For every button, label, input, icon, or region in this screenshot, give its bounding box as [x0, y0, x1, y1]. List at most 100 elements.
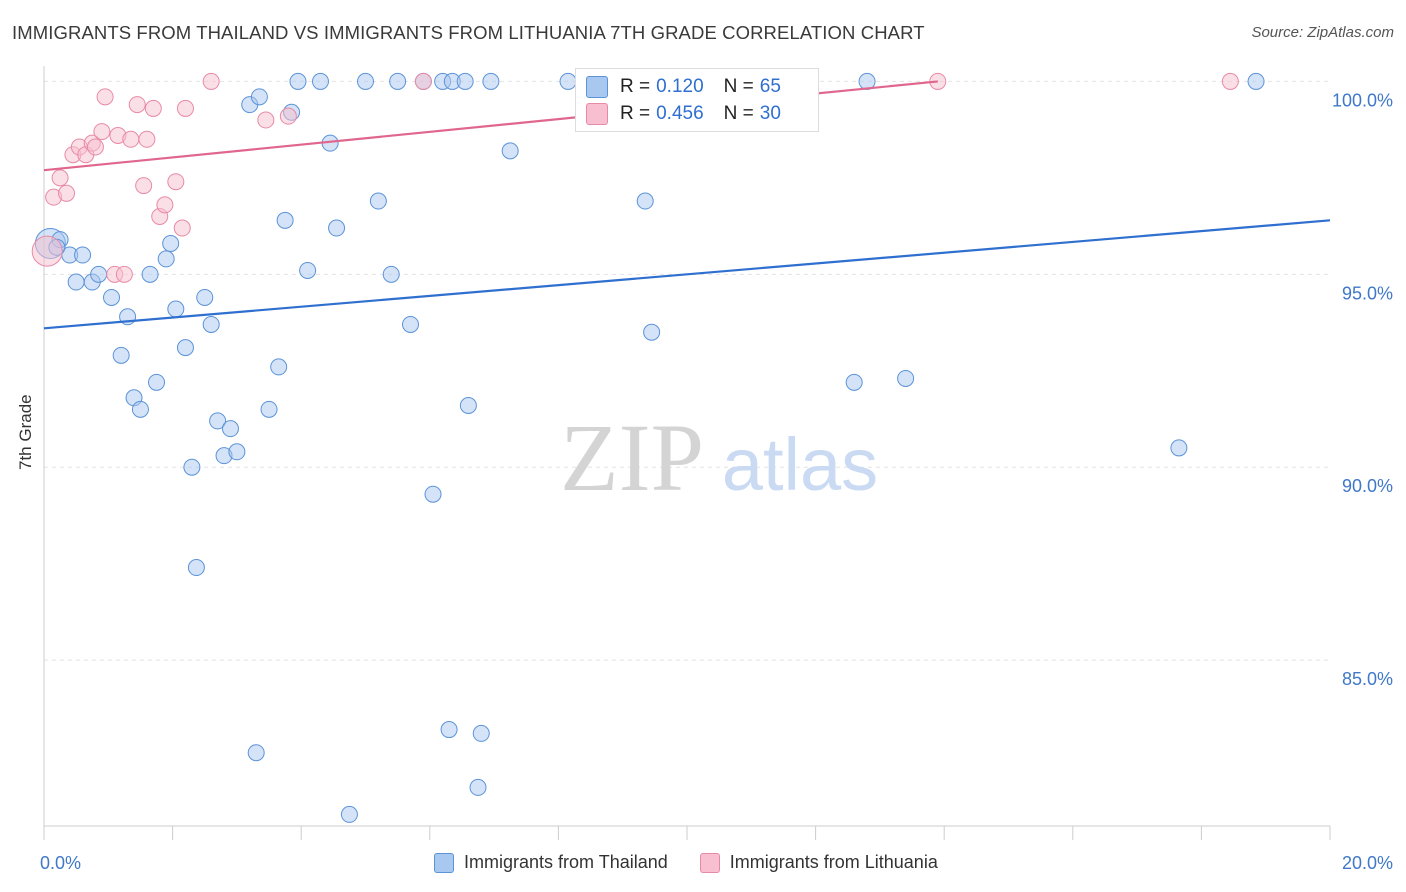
- x-tick-label: 0.0%: [40, 853, 81, 873]
- thailand-point: [1247, 72, 1265, 90]
- lithuania-point: [51, 169, 69, 187]
- thailand-point: [67, 273, 85, 291]
- axes: [43, 66, 1331, 840]
- thailand-point: [131, 400, 149, 418]
- grid-lines: [44, 80, 1330, 661]
- y-tick-label: 90.0%: [1342, 476, 1393, 496]
- lithuania-legend-swatch: [699, 852, 720, 873]
- tick-labels: 85.0% 90.0% 95.0% 100.0% 0.0% 20.0%: [40, 90, 1393, 873]
- n-value: 65: [759, 76, 781, 97]
- thailand-point: [247, 744, 265, 762]
- thailand-point: [167, 300, 185, 318]
- lithuania-point: [144, 99, 162, 117]
- stats-box: R = 0.120 N = 65 R = 0.456 N = 30: [575, 68, 819, 132]
- lithuania-swatch: [586, 103, 608, 125]
- thailand-point: [141, 265, 159, 283]
- lithuania-point: [167, 173, 185, 191]
- lithuania-point: [86, 138, 104, 156]
- thailand-point: [311, 72, 329, 90]
- lithuania-point: [1221, 72, 1239, 90]
- thailand-point: [389, 72, 407, 90]
- lithuania-point: [115, 265, 133, 283]
- thailand-point: [270, 358, 288, 376]
- n-label: N =: [723, 76, 754, 97]
- y-tick-label: 95.0%: [1342, 283, 1393, 303]
- thailand-point: [157, 250, 175, 268]
- y-tick-label: 85.0%: [1342, 669, 1393, 689]
- legend-item-thailand: Immigrants from Thailand: [434, 852, 668, 873]
- lithuania-point: [31, 235, 63, 267]
- lithuania-point: [128, 96, 146, 114]
- thailand-point: [276, 211, 294, 229]
- thailand-point: [209, 412, 227, 430]
- thailand-point: [183, 458, 201, 476]
- thailand-point: [897, 369, 915, 387]
- thailand-point: [340, 805, 358, 823]
- n-label: N =: [723, 103, 754, 124]
- y-tick-label: 100.0%: [1332, 90, 1393, 110]
- lithuania-point: [122, 130, 140, 148]
- thailand-point: [228, 443, 246, 461]
- watermark-atlas: atlas: [722, 423, 878, 506]
- thailand-point: [250, 88, 268, 106]
- lithuania-point: [93, 123, 111, 141]
- r-label: R =: [620, 103, 651, 124]
- thailand-point: [559, 72, 577, 90]
- r-label: R =: [620, 76, 651, 97]
- thailand-point: [187, 559, 205, 577]
- thailand-point: [196, 288, 214, 306]
- lithuania-point: [414, 72, 432, 90]
- watermark: ZIP atlas: [560, 404, 878, 511]
- source-credit: Source: ZipAtlas.com: [1251, 24, 1394, 41]
- lithuania-point: [138, 130, 156, 148]
- thailand-point: [424, 485, 442, 503]
- watermark-zip: ZIP: [560, 404, 704, 511]
- thailand-point: [202, 315, 220, 333]
- thailand-point: [456, 72, 474, 90]
- lithuania-point: [176, 99, 194, 117]
- lithuania-point: [96, 88, 114, 106]
- lithuania-point: [257, 111, 275, 129]
- lithuania-point: [202, 72, 220, 90]
- thailand-point: [459, 396, 477, 414]
- thailand-point: [482, 72, 500, 90]
- thailand-point: [382, 265, 400, 283]
- legend-label: Immigrants from Lithuania: [729, 852, 938, 872]
- thailand-point: [369, 192, 387, 210]
- thailand-point: [469, 778, 487, 796]
- n-value: 30: [759, 103, 781, 124]
- thailand-trend-line: [43, 219, 1331, 330]
- thailand-point: [1170, 439, 1188, 457]
- thailand-point: [112, 346, 130, 364]
- thailand-point: [176, 339, 194, 357]
- r-value: 0.456: [656, 103, 704, 124]
- legend-label: Immigrants from Thailand: [464, 852, 668, 872]
- thailand-point: [402, 315, 420, 333]
- thailand-point: [328, 219, 346, 237]
- stats-row-lithuania: R = 0.456 N = 30: [586, 102, 781, 126]
- legend-item-lithuania: Immigrants from Lithuania: [699, 852, 938, 873]
- thailand-point: [643, 323, 661, 341]
- legend: Immigrants from Thailand Immigrants from…: [434, 852, 938, 873]
- lithuania-point: [279, 107, 297, 125]
- thailand-point: [90, 265, 108, 283]
- lithuania-point: [173, 219, 191, 237]
- thailand-point: [74, 246, 92, 264]
- thailand-point: [472, 724, 490, 742]
- data-points: [31, 72, 1265, 823]
- thailand-point: [299, 261, 317, 279]
- lithuania-point: [58, 184, 76, 202]
- thailand-point: [289, 72, 307, 90]
- stats-row-thailand: R = 0.120 N = 65: [586, 75, 781, 99]
- thailand-point: [148, 373, 166, 391]
- lithuania-point: [156, 196, 174, 214]
- thailand-point: [501, 142, 519, 160]
- thailand-point: [845, 373, 863, 391]
- thailand-point: [260, 400, 278, 418]
- thailand-point: [440, 721, 458, 739]
- thailand-point: [636, 192, 654, 210]
- thailand-point: [103, 288, 121, 306]
- thailand-swatch: [586, 76, 608, 98]
- thailand-point: [357, 72, 374, 90]
